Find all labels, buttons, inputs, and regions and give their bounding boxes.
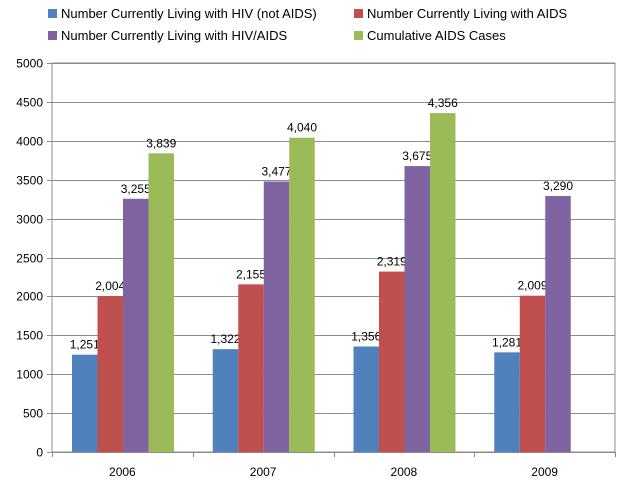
data-label: 3,839 bbox=[146, 136, 176, 150]
x-tick-label: 2006 bbox=[109, 465, 136, 479]
data-label: 4,356 bbox=[428, 96, 458, 110]
data-label: 3,675 bbox=[402, 149, 432, 163]
y-tick-label: 0 bbox=[36, 446, 43, 460]
bar bbox=[519, 295, 546, 452]
bar bbox=[430, 113, 456, 452]
bar bbox=[404, 166, 430, 452]
x-tick-label: 2007 bbox=[250, 465, 277, 479]
bar bbox=[353, 346, 379, 452]
y-tick-label: 2500 bbox=[16, 252, 43, 266]
y-tick-label: 3500 bbox=[16, 174, 43, 188]
legend-item-hiv-not-aids: Number Currently Living with HIV (not AI… bbox=[48, 6, 317, 21]
legend-label-cumulative: Cumulative AIDS Cases bbox=[367, 28, 506, 43]
legend-item-aids: Number Currently Living with AIDS bbox=[354, 6, 567, 21]
data-label: 1,356 bbox=[351, 330, 381, 344]
legend-label-hiv-not-aids: Number Currently Living with HIV (not AI… bbox=[61, 6, 317, 21]
legend-swatch-hiv-aids bbox=[48, 31, 57, 40]
bar bbox=[379, 271, 405, 452]
y-tick-label: 500 bbox=[23, 407, 43, 421]
legend-label-aids: Number Currently Living with AIDS bbox=[367, 6, 568, 21]
y-tick-label: 1000 bbox=[16, 368, 43, 382]
legend-swatch-aids bbox=[354, 9, 363, 18]
bar bbox=[238, 284, 264, 452]
bar bbox=[289, 137, 315, 453]
data-label: 2,155 bbox=[236, 267, 266, 281]
legend-swatch-cumulative bbox=[354, 31, 363, 40]
x-tick-label: 2009 bbox=[531, 465, 558, 479]
legend-item-hiv-aids: Number Currently Living with HIV/AIDS bbox=[48, 28, 287, 43]
y-tick-label: 2000 bbox=[16, 290, 43, 304]
data-label: 1,322 bbox=[210, 332, 240, 346]
legend-label-hiv-aids: Number Currently Living with HIV/AIDS bbox=[61, 28, 288, 43]
data-label: 3,290 bbox=[543, 179, 573, 193]
data-label: 3,477 bbox=[261, 164, 291, 178]
legend-swatch-hiv-not-aids bbox=[48, 9, 57, 18]
bar bbox=[212, 349, 239, 452]
x-tick-label: 2008 bbox=[391, 465, 418, 479]
data-label: 2,004 bbox=[95, 279, 125, 293]
bar bbox=[494, 352, 520, 452]
y-tick-label: 4000 bbox=[16, 135, 43, 149]
data-label: 1,251 bbox=[70, 338, 100, 352]
y-tick-label: 3000 bbox=[16, 213, 43, 227]
bar bbox=[545, 196, 571, 452]
bar bbox=[263, 181, 290, 453]
y-tick-label: 1500 bbox=[16, 329, 43, 343]
bar bbox=[123, 198, 149, 452]
legend-item-cumulative: Cumulative AIDS Cases bbox=[354, 28, 506, 43]
data-label: 1,281 bbox=[492, 335, 522, 349]
y-tick-label: 4500 bbox=[16, 96, 43, 110]
bar bbox=[72, 354, 98, 452]
bar bbox=[148, 153, 174, 452]
data-label: 2,009 bbox=[517, 279, 547, 293]
data-label: 4,040 bbox=[287, 121, 317, 135]
y-tick-label: 5000 bbox=[16, 57, 43, 71]
bar bbox=[97, 296, 123, 452]
data-label: 3,255 bbox=[121, 182, 151, 196]
data-label: 2,319 bbox=[377, 255, 407, 269]
